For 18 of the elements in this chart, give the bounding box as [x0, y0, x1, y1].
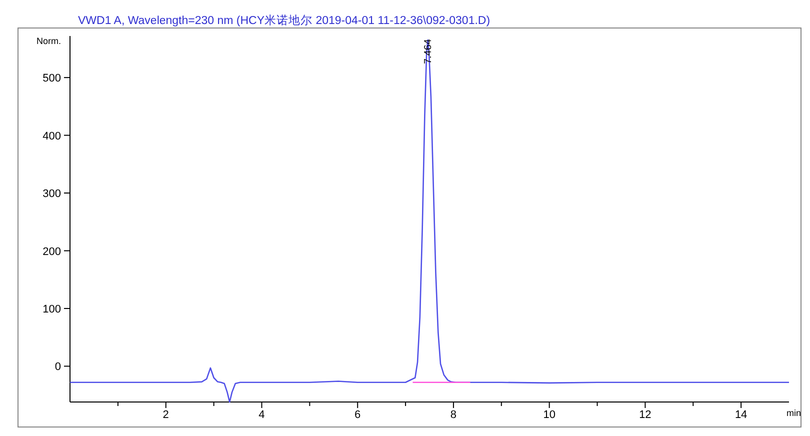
chart-title: VWD1 A, Wavelength=230 nm (HCY米诺地尔 2019-04-01 11-12-36\092-0301.D) — [78, 14, 490, 27]
x-axis-title: min — [786, 408, 801, 418]
x-tick-label: 8 — [450, 409, 457, 421]
line-series — [69, 39, 790, 403]
x-tick-label: 4 — [258, 409, 265, 421]
y-axis-title: Norm. — [36, 36, 61, 46]
y-tick-label: 500 — [42, 72, 61, 85]
x-tick-label: 12 — [639, 409, 652, 421]
x-tick-label: 2 — [162, 409, 169, 421]
x-tick-label: 10 — [543, 409, 556, 421]
y-tick-label: 400 — [42, 130, 61, 142]
y-tick-label: 0 — [54, 361, 61, 374]
annotation: 7.464 — [422, 38, 434, 64]
y-tick-label: 200 — [42, 246, 61, 258]
y-tick-label: 100 — [42, 303, 61, 316]
x-tick-label: 6 — [354, 409, 361, 421]
y-tick-label: 300 — [42, 188, 61, 200]
x-tick-label: 14 — [734, 409, 748, 421]
